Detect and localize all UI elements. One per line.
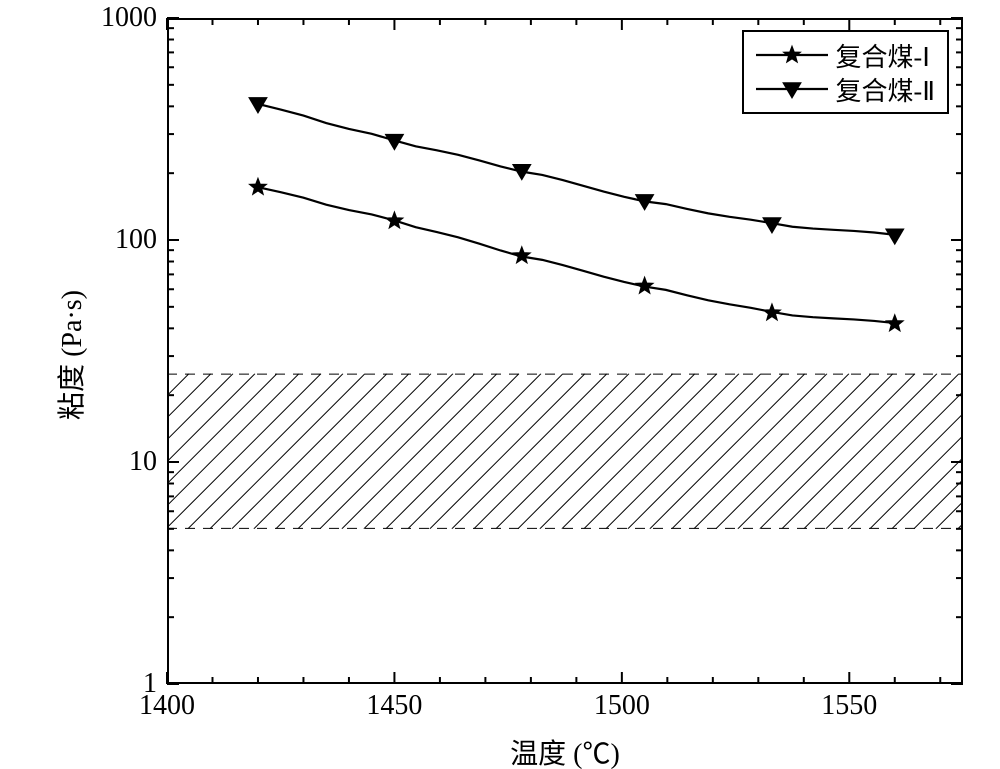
series-marker-s2 [763, 218, 781, 233]
y-axis-title: 粘度 (Pa·s) [50, 245, 90, 465]
legend-entry-s2: 复合煤-Ⅱ [756, 72, 935, 106]
y-tick-label: 1 [143, 668, 157, 700]
legend-swatch-s1 [756, 43, 828, 67]
series-marker-s1 [249, 178, 266, 194]
series-marker-s1 [636, 277, 653, 293]
legend-swatch-s2 [756, 77, 828, 101]
y-tick-label: 10 [129, 446, 157, 478]
legend-label-s1: 复合煤-Ⅰ [836, 37, 930, 74]
legend-label-s2: 复合煤-Ⅱ [836, 71, 935, 108]
plot-area [167, 18, 963, 684]
legend-entry-s1: 复合煤-Ⅰ [756, 38, 935, 72]
figure: 粘度 (Pa·s) 温度 (℃) 1400145015001550 110100… [0, 0, 1000, 769]
y-tick-label: 1000 [101, 2, 157, 34]
series-marker-s1 [763, 304, 780, 320]
series-marker-s2 [886, 229, 904, 244]
series-marker-s1 [386, 212, 403, 228]
x-tick-label: 1550 [821, 690, 877, 722]
reference-band [12, 374, 1000, 529]
series-layer [249, 98, 904, 331]
x-tick-label: 1450 [366, 690, 422, 722]
series-marker-s1 [513, 247, 530, 263]
x-axis-title: 温度 (℃) [167, 732, 963, 769]
legend: 复合煤-Ⅰ复合煤-Ⅱ [742, 30, 949, 114]
axis-ticks [167, 18, 963, 684]
series-marker-s1 [886, 315, 903, 331]
x-tick-label: 1500 [594, 690, 650, 722]
series-line-s1 [258, 187, 895, 323]
series-line-s2 [258, 104, 895, 235]
y-tick-label: 100 [115, 224, 157, 256]
